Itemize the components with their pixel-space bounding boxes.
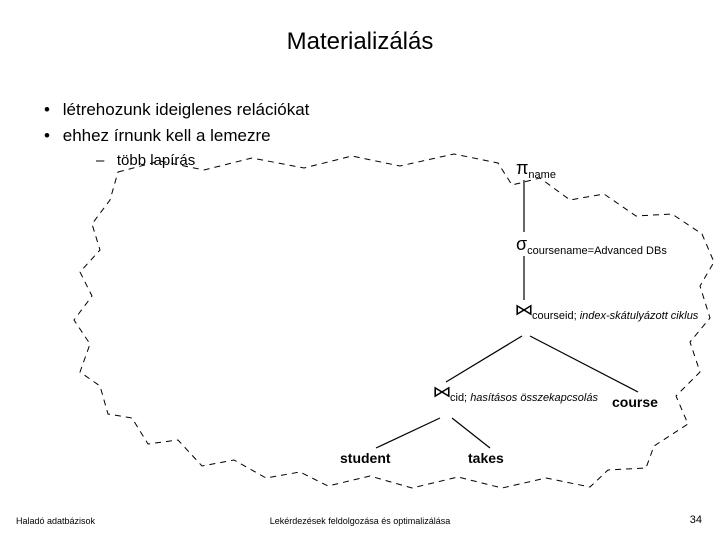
slide-title: Materializálás xyxy=(0,28,720,56)
join2-node: ⋈cid; hasításos összekapcsolás xyxy=(434,384,598,404)
sigma-node: σcoursename=Advanced DBs xyxy=(516,234,667,257)
bullet-dot: • xyxy=(44,126,58,146)
takes-leaf: takes xyxy=(468,450,504,466)
pi-symbol: π xyxy=(516,158,528,178)
bullet-1: • létrehozunk ideiglenes relációkat xyxy=(44,100,309,120)
sub-bullet-1-text: több lapírás xyxy=(117,152,195,169)
sigma-subscript: coursename=Advanced DBs xyxy=(527,245,667,257)
sub-bullet-1: – több lapírás xyxy=(96,152,195,169)
join1-node: ⋈courseid; index-skátulyázott ciklus xyxy=(516,302,698,322)
bullet-2-text: ehhez írnunk kell a lemezre xyxy=(63,126,271,145)
join-icon: ⋈ xyxy=(432,384,451,402)
bullet-2: • ehhez írnunk kell a lemezre xyxy=(44,126,271,146)
course-leaf: course xyxy=(612,394,658,410)
sigma-symbol: σ xyxy=(516,234,527,254)
pi-node: πname xyxy=(516,158,556,181)
join-icon: ⋈ xyxy=(514,302,533,320)
bullet-1-text: létrehozunk ideiglenes relációkat xyxy=(63,100,310,119)
footer-center: Lekérdezések feldolgozása és optimalizál… xyxy=(0,516,720,526)
bullet-dot: • xyxy=(44,100,58,120)
join2-subscript: cid; hasításos összekapcsolás xyxy=(450,392,598,404)
page-number: 34 xyxy=(690,514,702,526)
pi-subscript: name xyxy=(528,169,556,181)
dash-icon: – xyxy=(96,152,113,169)
join1-subscript: courseid; index-skátulyázott ciklus xyxy=(532,310,698,322)
student-leaf: student xyxy=(340,450,391,466)
